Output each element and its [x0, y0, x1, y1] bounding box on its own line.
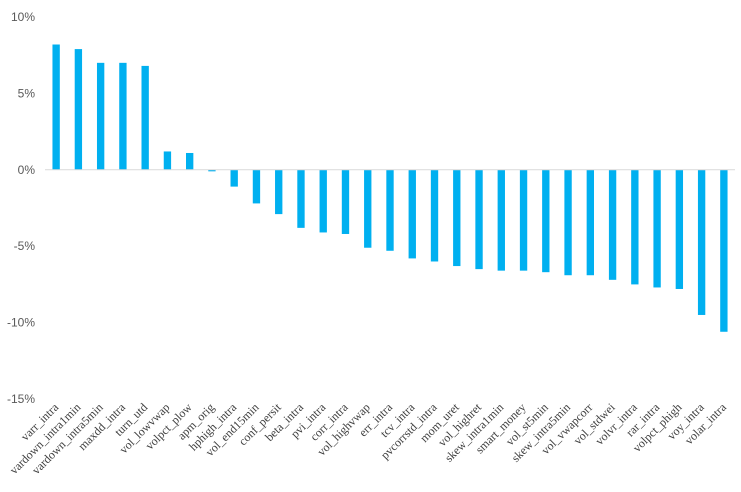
bar-pvcorrstd_intra [430, 169, 439, 262]
bar-smart_money [519, 169, 528, 271]
bar-vol_stdwei [608, 169, 617, 280]
bar-volpct_phigh [675, 169, 684, 289]
bar-vol_highret [475, 169, 483, 270]
bar-vol_lowvwap [163, 151, 172, 170]
bar-volvr_intra [631, 169, 639, 285]
bar-pvi_intra [319, 169, 327, 233]
bar-beta_intra [297, 169, 305, 228]
bar-volpct_plow [186, 152, 194, 170]
y-tick-label: 0% [18, 163, 36, 177]
y-tick-label: 10% [11, 10, 35, 24]
bar-vardown_intra5min [96, 62, 105, 170]
bar-mom_uret [453, 169, 461, 267]
y-tick-label: -10% [7, 316, 35, 330]
bar-vol_vwapcorr [586, 169, 594, 276]
bar-turn_utd [141, 65, 149, 170]
bar-vol_end15min [252, 169, 261, 204]
bar-maxdd_intra [119, 62, 127, 170]
bar-voy_intra [697, 169, 706, 315]
bar-vardown_intra1min [74, 49, 83, 170]
bars-group [52, 44, 728, 332]
bar-corr_intra [341, 169, 350, 234]
bar-tcv_intra [408, 169, 416, 259]
bar-hphigh_intra [230, 169, 238, 187]
bar-err_intra [386, 169, 394, 251]
bar-skew_intra1min [497, 169, 505, 271]
bar-rar_intra [653, 169, 661, 288]
bar-apm_orig [208, 169, 216, 172]
bar-volar_intra [720, 169, 728, 332]
bar-vol_highvwap [364, 169, 372, 248]
y-tick-label: -5% [14, 239, 36, 253]
bar-varr_intra [52, 44, 60, 170]
x-axis-labels: varr_intravardown_intra1minvardown_intra… [7, 400, 730, 477]
bar-skew_intra5min [564, 169, 572, 276]
y-axis-ticks: 10% 5% 0% -5% -10% -15% [7, 10, 35, 406]
y-tick-label: -15% [7, 392, 35, 406]
y-tick-label: 5% [18, 86, 36, 100]
bar-vol_st5min [542, 169, 550, 273]
bar-conf_persit [275, 169, 283, 215]
